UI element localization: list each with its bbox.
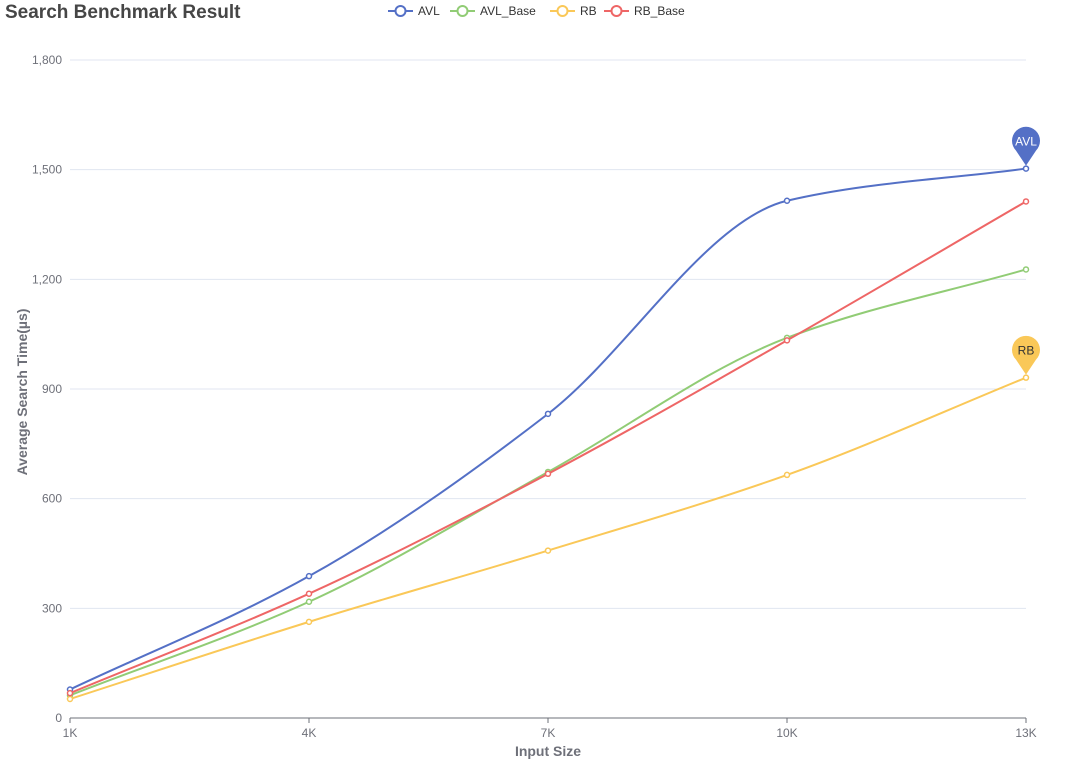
legend-item: RB_Base — [604, 4, 685, 18]
data-point — [305, 618, 313, 626]
legend-item: RB — [550, 4, 597, 18]
data-point — [1022, 374, 1030, 381]
data-point — [783, 197, 791, 204]
end-marker-pin — [1012, 335, 1040, 375]
data-point — [1022, 165, 1030, 172]
y-axis-label: Average Search Time(µs) — [14, 309, 30, 476]
series-lines — [66, 165, 1030, 703]
legend-item: AVL — [388, 4, 440, 18]
data-point — [66, 695, 74, 703]
data-point — [1022, 266, 1030, 273]
data-point — [544, 410, 552, 418]
legend-marker — [456, 5, 469, 17]
series-line — [69, 167, 1027, 691]
y-tick-label: 900 — [42, 382, 62, 396]
y-tick-label: 600 — [42, 492, 62, 506]
legend-label: RB — [580, 4, 597, 18]
legend-item: AVL_Base — [450, 4, 536, 18]
x-tick-label: 7K — [541, 726, 556, 740]
series-line — [69, 268, 1027, 697]
x-axis-label: Input Size — [515, 743, 581, 759]
y-axis-ticks: 0 300 600 900 1,200 1,500 1,800 — [32, 53, 62, 725]
data-point — [66, 689, 74, 697]
data-point — [783, 337, 791, 344]
series-line — [69, 376, 1027, 700]
chart-title: Search Benchmark Result — [5, 2, 241, 23]
y-tick-label: 1,200 — [32, 272, 62, 286]
data-point — [544, 547, 552, 554]
x-tick-label: 13K — [1015, 726, 1036, 740]
end-marker-pin — [1012, 126, 1041, 166]
data-point — [305, 590, 313, 597]
legend-label: AVL — [418, 4, 440, 18]
legend-marker — [394, 5, 407, 17]
y-tick-label: 1,800 — [32, 53, 62, 67]
legend-marker — [556, 5, 569, 17]
data-point — [544, 470, 552, 478]
y-tick-label: 300 — [42, 601, 62, 615]
y-tick-label: 1,500 — [32, 163, 62, 177]
legend-label: RB_Base — [634, 4, 685, 18]
data-point — [305, 598, 313, 606]
legend-marker — [610, 5, 623, 17]
legend-label: AVL_Base — [480, 4, 536, 18]
x-tick-label: 4K — [302, 726, 317, 740]
data-point — [783, 471, 791, 479]
legend: AVL AVL_Base RB RB_Base — [388, 4, 685, 18]
grid-lines — [70, 59, 1026, 609]
y-tick-label: 0 — [55, 711, 62, 725]
x-tick-label: 10K — [776, 726, 797, 740]
x-tick-label: 1K — [63, 726, 78, 740]
series-line — [69, 200, 1027, 695]
data-point — [1022, 198, 1030, 205]
data-point — [305, 572, 313, 580]
end-marker-label: AVL — [1015, 135, 1037, 149]
series-end-markers: AVL RB — [1012, 126, 1041, 375]
end-marker-label: RB — [1018, 344, 1035, 358]
x-axis: 1K 4K 7K 10K 13K — [63, 717, 1037, 740]
